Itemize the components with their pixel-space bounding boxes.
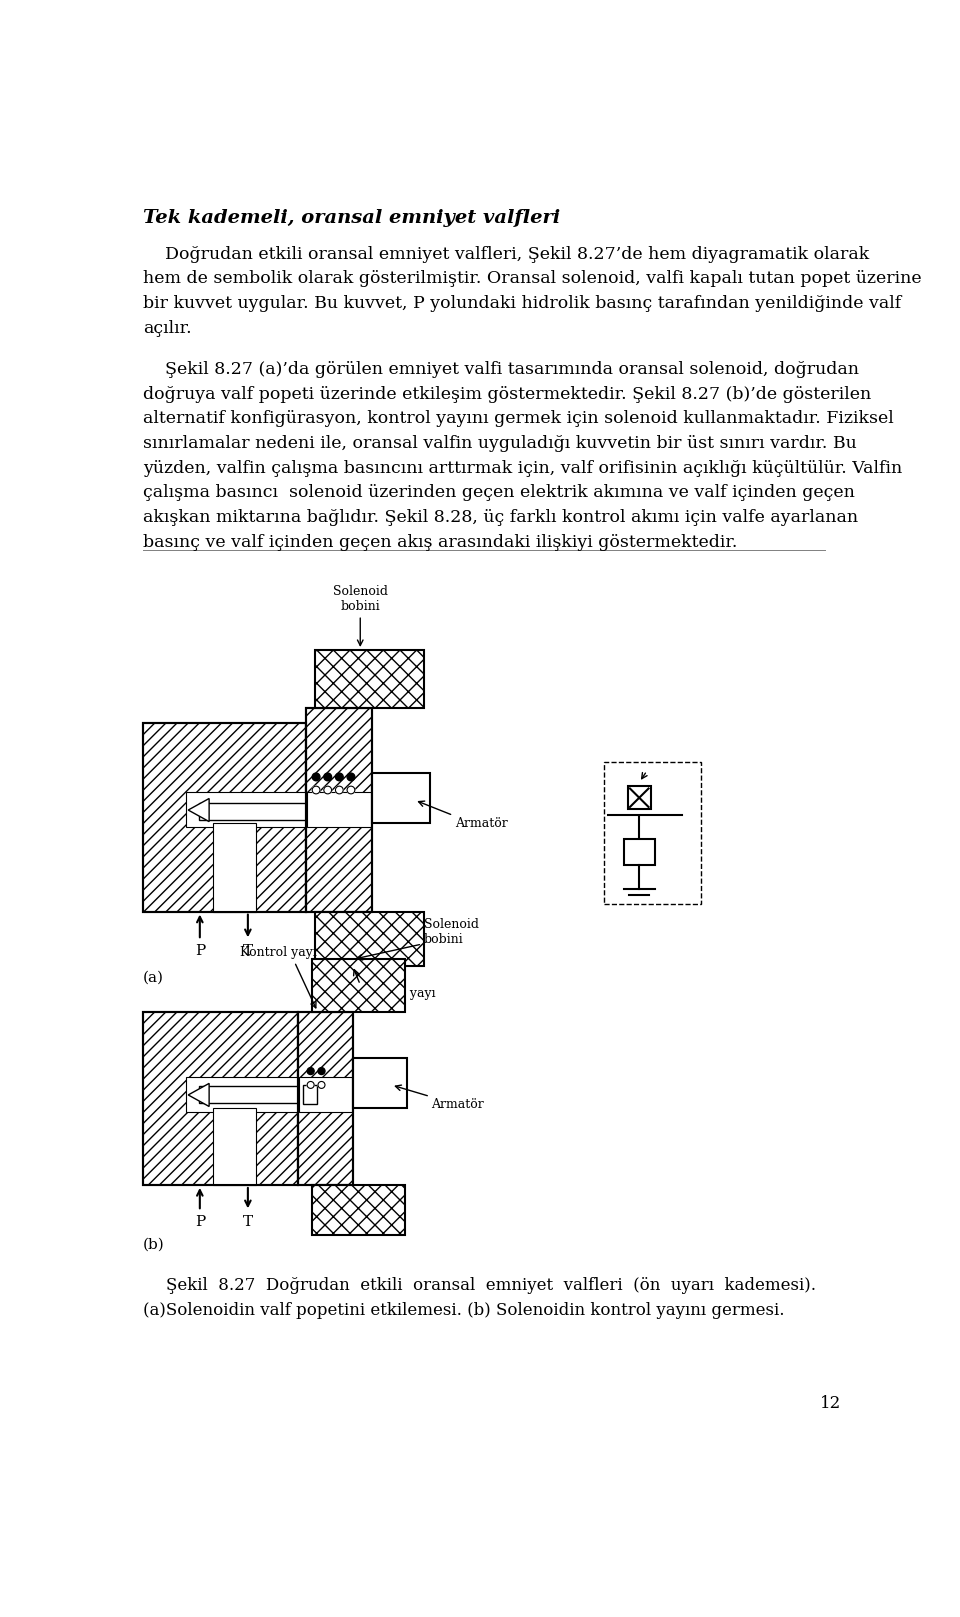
Bar [199,1087,299,1103]
Text: sınırlamalar nedeni ile, oransal valfin uyguladığı kuvvetin bir üst sınırı vardı: sınırlamalar nedeni ile, oransal valfin … [143,435,857,453]
Circle shape [348,773,355,781]
Bar [352,1058,407,1108]
Bar [143,723,306,912]
Bar [143,1012,299,1185]
Text: Armatör: Armatör [455,817,508,830]
Text: yüzden, valfin çalışma basıncını arttırmak için, valf orifisinin açıklığı küçült: yüzden, valfin çalışma basıncını arttırm… [143,459,902,477]
Polygon shape [188,799,209,821]
Bar [312,1185,405,1235]
Bar [372,773,430,823]
Text: Gevşek dönüş yayı: Gevşek dönüş yayı [318,986,435,1001]
Text: çalışma basıncı  solenoid üzerinden geçen elektrik akımına ve valf içinden geçen: çalışma basıncı solenoid üzerinden geçen… [143,485,855,501]
Bar [186,1077,299,1112]
Bar [605,762,701,904]
Bar [303,1085,317,1104]
Text: Kontrol yayı: Kontrol yayı [240,946,317,959]
Bar [312,959,405,1012]
Circle shape [324,773,331,781]
Bar [299,1012,352,1185]
Circle shape [312,773,320,781]
Text: Armatör: Armatör [432,1098,484,1111]
Text: doğruya valf popeti üzerinde etkileşim göstermektedir. Şekil 8.27 (b)’de gösteri: doğruya valf popeti üzerinde etkileşim g… [143,386,872,403]
Bar [307,792,372,826]
Text: Solenoid
bobini: Solenoid bobini [423,917,479,946]
Circle shape [335,786,344,794]
Bar [315,650,423,708]
Text: (a): (a) [143,970,164,985]
Bar [299,1012,352,1185]
Circle shape [318,1082,325,1088]
Text: (b): (b) [143,1237,165,1252]
Circle shape [312,786,320,794]
Bar [199,804,306,820]
Text: Solenoid
bobini: Solenoid bobini [333,585,388,613]
Text: T: T [243,944,252,957]
Circle shape [348,786,355,794]
Bar [143,723,306,912]
Bar [315,912,423,965]
Text: alternatif konfigürasyon, kontrol yayını germek için solenoid kullanmaktadır. Fi: alternatif konfigürasyon, kontrol yayını… [143,411,894,427]
Bar [213,1108,255,1185]
Text: Şekil 8.27 (a)’da görülen emniyet valfi tasarımında oransal solenoid, doğrudan: Şekil 8.27 (a)’da görülen emniyet valfi … [143,361,859,378]
Bar [624,839,655,865]
Bar [306,708,372,912]
Bar [143,1012,299,1185]
Bar [628,786,651,808]
Bar [186,792,306,826]
Bar [213,823,255,912]
Text: basınç ve valf içinden geçen akış arasındaki ilişkiyi göstermektedir.: basınç ve valf içinden geçen akış arasın… [143,534,737,551]
Text: 12: 12 [820,1395,841,1412]
Bar [299,1077,351,1112]
Text: T: T [243,1214,252,1229]
Polygon shape [188,1083,209,1106]
Text: Doğrudan etkili oransal emniyet valfleri, Şekil 8.27’de hem diyagramatik olarak: Doğrudan etkili oransal emniyet valfleri… [143,246,870,262]
Text: açılır.: açılır. [143,320,192,336]
Circle shape [318,1067,325,1075]
Circle shape [307,1067,314,1075]
Text: Tek kademeli, oransal emniyet valfleri: Tek kademeli, oransal emniyet valfleri [143,209,561,226]
Text: hem de sembolik olarak gösterilmiştir. Oransal solenoid, valfi kapalı tutan pope: hem de sembolik olarak gösterilmiştir. O… [143,270,922,288]
Circle shape [307,1082,314,1088]
Bar [306,708,372,912]
Circle shape [324,786,331,794]
Text: P: P [195,944,204,957]
Text: P: P [195,1214,204,1229]
Text: (a)Solenoidin valf popetini etkilemesi. (b) Solenoidin kontrol yayını germesi.: (a)Solenoidin valf popetini etkilemesi. … [143,1302,784,1319]
Text: akışkan miktarına bağlıdır. Şekil 8.28, üç farklı kontrol akımı için valfe ayarl: akışkan miktarına bağlıdır. Şekil 8.28, … [143,509,858,526]
Circle shape [335,773,344,781]
Text: Şekil  8.27  Doğrudan  etkili  oransal  emniyet  valfleri  (ön  uyarı  kademesi): Şekil 8.27 Doğrudan etkili oransal emniy… [166,1277,817,1295]
Text: bir kuvvet uygular. Bu kuvvet, P yolundaki hidrolik basınç tarafından yenildiğin: bir kuvvet uygular. Bu kuvvet, P yolunda… [143,294,901,312]
